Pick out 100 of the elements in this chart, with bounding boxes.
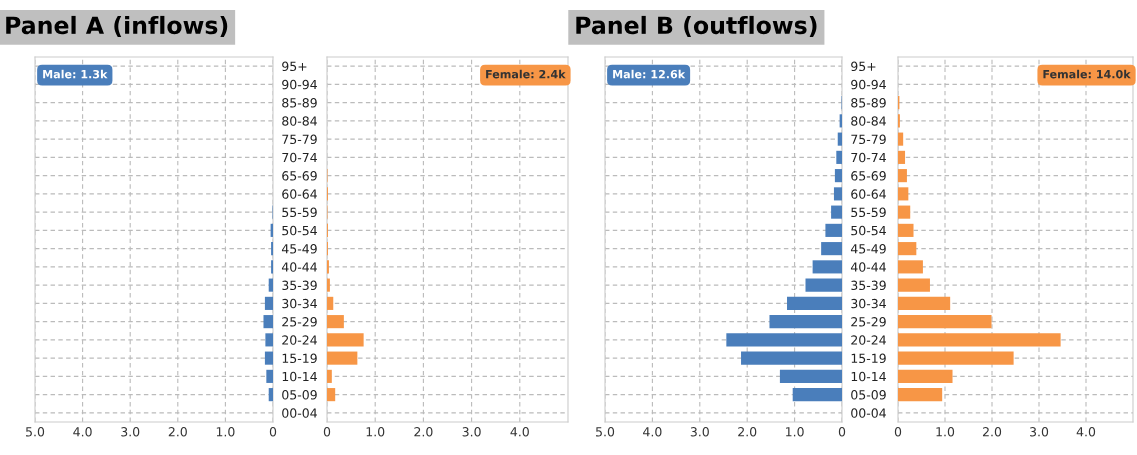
bar (805, 278, 842, 292)
x-tick-label: 1.0 (786, 427, 804, 437)
y-tick-label: 90-94 (282, 79, 317, 90)
bar (769, 315, 842, 329)
bar (898, 260, 923, 274)
y-tick-label: 50-54 (282, 225, 317, 236)
x-tick-label: 5.0 (596, 427, 615, 437)
y-tick-label: 80-84 (851, 116, 886, 126)
y-tick-label: 10-14 (282, 371, 317, 382)
y-tick-label: 70-74 (282, 152, 317, 163)
x-tick-label: 0 (838, 427, 846, 437)
text: Male: 1.3k (43, 69, 108, 79)
bar (898, 169, 907, 183)
bar (898, 351, 1014, 365)
x-tick-label: 3.0 (1030, 427, 1049, 437)
y-tick-label: 95+ (282, 61, 307, 72)
bar (825, 223, 842, 237)
chart-title: Panel A (inflows) (6, 15, 228, 37)
bar (327, 388, 336, 402)
bar (327, 278, 330, 292)
y-tick-label: 55-59 (282, 207, 317, 218)
bar (792, 388, 842, 402)
bar (837, 132, 842, 146)
y-tick-label: 35-39 (282, 280, 317, 291)
bar (898, 369, 953, 383)
bar (831, 205, 842, 219)
y-tick-label: 40-44 (281, 262, 317, 272)
y-tick-label: 80-84 (282, 116, 317, 126)
x-tick-label: 1.0 (366, 427, 385, 437)
y-tick-label: 40-44 (850, 262, 886, 272)
y-tick-label: 45-49 (281, 244, 317, 254)
x-tick-label: 0 (269, 427, 277, 437)
x-tick-label: 5.0 (26, 427, 45, 437)
bar (898, 333, 1061, 347)
bar (898, 187, 909, 201)
bar (898, 205, 911, 219)
bar (898, 223, 914, 237)
bar (787, 296, 842, 310)
y-tick-label: 20-24 (282, 335, 317, 345)
bar (327, 369, 332, 383)
x-tick-label: 2.0 (738, 427, 757, 437)
x-tick-label: 3.0 (121, 427, 140, 437)
x-tick-label: 2.0 (414, 427, 433, 437)
y-tick-label: 75-79 (851, 134, 886, 145)
bar (898, 296, 951, 310)
y-tick-label: 00-04 (851, 408, 886, 418)
bar (898, 278, 930, 292)
bar (327, 333, 364, 347)
y-tick-label: 15-19 (282, 353, 317, 364)
x-tick-label: 2.0 (982, 427, 1002, 437)
bar (741, 351, 842, 365)
bar (327, 351, 358, 365)
x-tick-label: 3.0 (462, 427, 481, 437)
y-tick-label: 10-14 (851, 371, 886, 382)
bar (898, 150, 906, 164)
x-tick-label: 4.0 (1076, 427, 1096, 437)
x-tick-label: 0 (323, 427, 331, 437)
y-tick-label: 50-54 (851, 225, 886, 236)
bar (327, 296, 334, 310)
x-tick-label: 2.0 (168, 427, 187, 437)
y-tick-label: 90-94 (851, 79, 886, 90)
y-tick-label: 30-34 (282, 298, 317, 309)
x-tick-label: 0 (894, 427, 902, 437)
x-tick-label: 4.0 (510, 427, 529, 437)
y-tick-label: 60-64 (282, 189, 317, 199)
x-tick-label: 4.0 (73, 427, 92, 437)
y-tick-label: 70-74 (851, 152, 886, 163)
y-tick-label: 65-69 (282, 171, 317, 181)
y-tick-label: 75-79 (282, 134, 317, 145)
y-tick-label: 15-19 (851, 353, 886, 364)
y-tick-label: 35-39 (851, 280, 886, 291)
y-tick-label: 05-09 (851, 390, 886, 400)
y-tick-label: 25-29 (851, 317, 886, 327)
y-tick-label: 45-49 (850, 244, 886, 254)
bar (898, 388, 943, 402)
bar (821, 242, 842, 256)
y-tick-label: 65-69 (851, 171, 886, 181)
bar (726, 333, 842, 347)
chart-title: Panel B (outflows) (576, 15, 817, 37)
x-tick-label: 3.0 (690, 427, 709, 437)
x-tick-label: 1.0 (216, 427, 235, 437)
text: Female: 14.0k (1043, 69, 1131, 79)
y-tick-label: 05-09 (282, 390, 317, 400)
bar (327, 315, 344, 329)
bar (812, 260, 842, 274)
y-tick-label: 85-89 (282, 98, 317, 108)
x-tick-label: 1.0 (936, 427, 955, 437)
text: Male: 12.6k (613, 69, 686, 79)
y-tick-label: 95+ (851, 61, 876, 72)
bar (836, 150, 842, 164)
y-tick-label: 55-59 (851, 207, 886, 218)
bar (898, 132, 904, 146)
bar (834, 169, 842, 183)
y-tick-label: 00-04 (282, 408, 317, 418)
bar (833, 187, 842, 201)
y-tick-label: 30-34 (851, 298, 886, 309)
x-tick-label: 4.0 (643, 427, 662, 437)
text: Female: 2.4k (486, 69, 566, 79)
y-tick-label: 85-89 (851, 98, 886, 108)
bar (779, 369, 842, 383)
